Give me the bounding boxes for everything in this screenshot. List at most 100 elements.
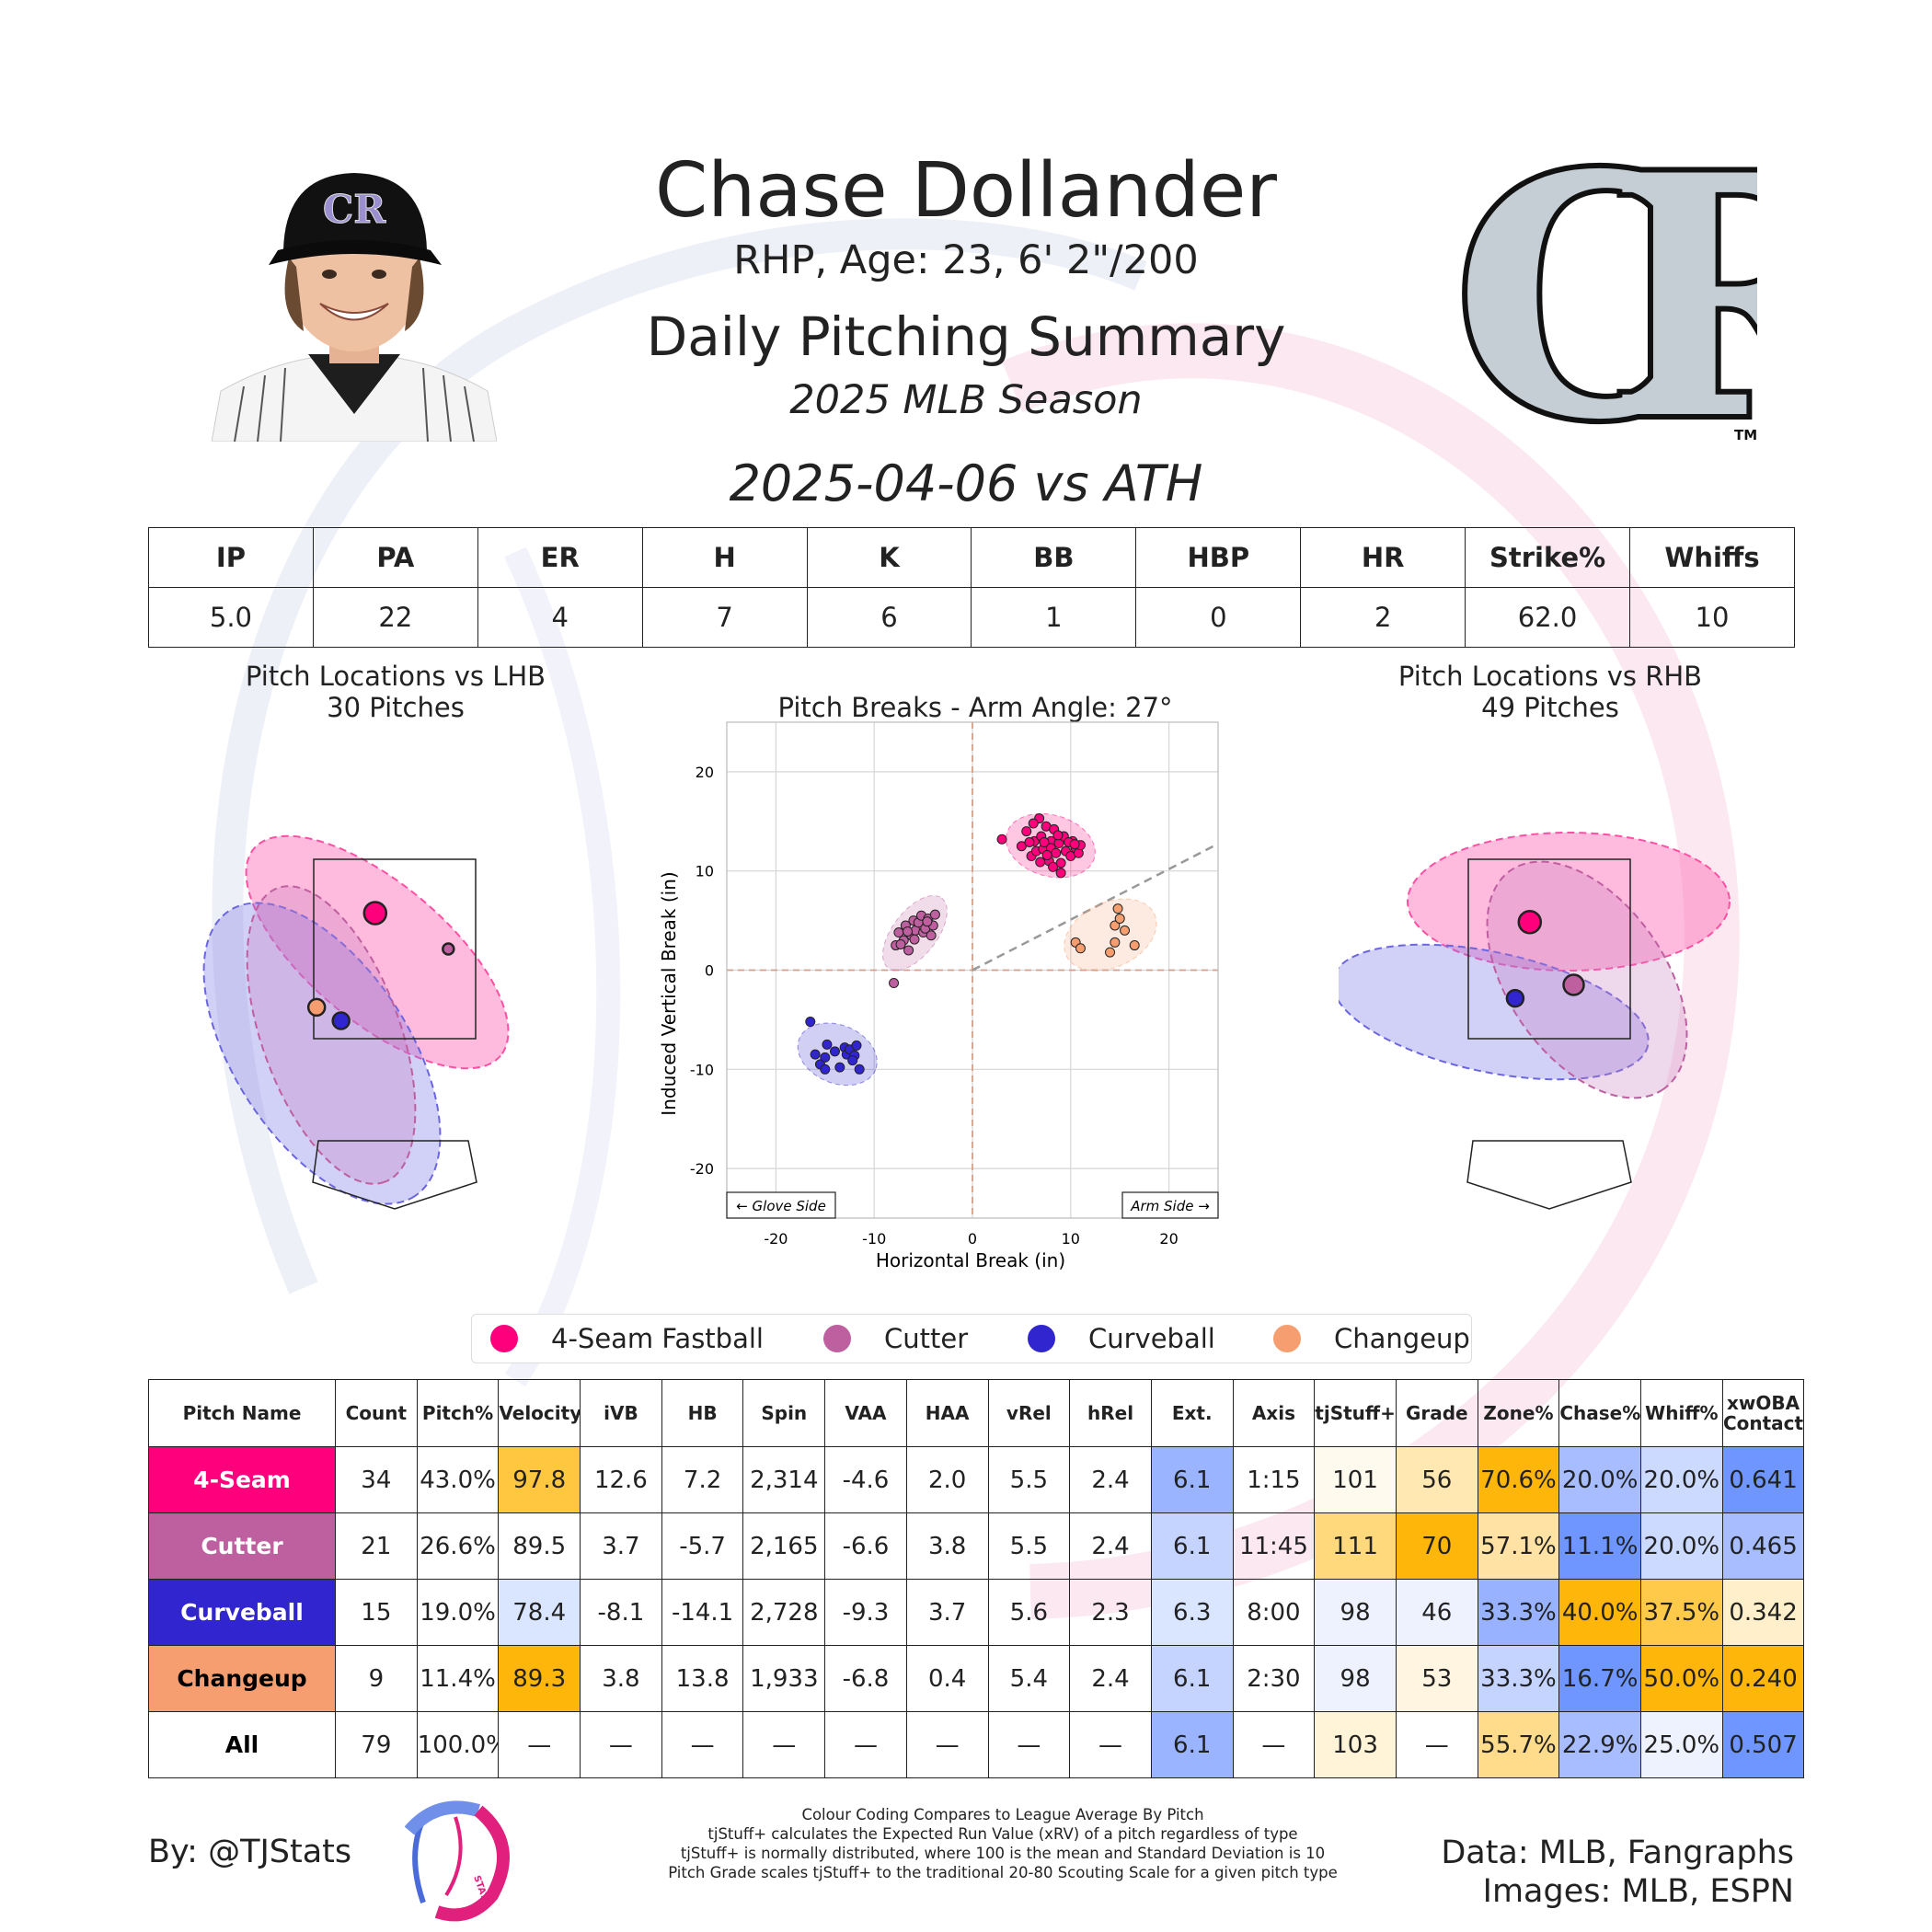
break-point-4-seam-fastball bbox=[996, 834, 1007, 845]
stat-header-hbp: HBP bbox=[1135, 527, 1302, 588]
team-logo: CR TM bbox=[1448, 147, 1757, 451]
footnote-line: Pitch Grade scales tjStuff+ to the tradi… bbox=[668, 1864, 1338, 1881]
metric-cell-grade: 46 bbox=[1395, 1579, 1478, 1646]
metric-cell-vaa: — bbox=[824, 1711, 907, 1778]
legend-item-curveball: Curveball bbox=[1028, 1315, 1215, 1363]
metric-row-all: All79100.0%————————6.1—103—55.7%22.9%25.… bbox=[148, 1711, 1805, 1778]
metric-header-velocity: Velocity bbox=[498, 1379, 581, 1447]
metric-cell-hb: 13.8 bbox=[661, 1645, 744, 1712]
break-point-cutter bbox=[903, 926, 914, 937]
stat-header-hr: HR bbox=[1300, 527, 1466, 588]
rhb-centroid-marks bbox=[1505, 910, 1585, 1008]
metric-cell-vrel: 5.6 bbox=[987, 1579, 1071, 1646]
rhb-title: Pitch Locations vs RHB bbox=[1397, 661, 1703, 692]
metric-cell-vaa: -9.3 bbox=[824, 1579, 907, 1646]
metric-cell-ext: 6.1 bbox=[1150, 1711, 1234, 1778]
metric-cell-pitch: 100.0% bbox=[416, 1711, 500, 1778]
game-stats-table: IP PA ER H K BB HBP HR Strike% Whiffs 5.0 22 4 7 6 1 0 2… bbox=[148, 527, 1795, 648]
metric-cell-ext: 6.1 bbox=[1150, 1645, 1234, 1712]
metric-cell-spin: 2,165 bbox=[742, 1512, 826, 1580]
metric-header-spin: Spin bbox=[742, 1379, 826, 1447]
glove-side-annotation: ← Glove Side bbox=[726, 1191, 836, 1219]
break-x-tick: 0 bbox=[968, 1230, 977, 1248]
lhb-title: Pitch Locations vs LHB bbox=[245, 661, 546, 692]
metric-cell-hb: — bbox=[661, 1711, 744, 1778]
break-point-curveball bbox=[810, 1049, 821, 1060]
game-stats-header-row: IP PA ER H K BB HBP HR Strike% Whiffs bbox=[148, 527, 1795, 588]
tjstats-logo: STATS bbox=[404, 1800, 510, 1922]
break-point-curveball bbox=[854, 1064, 865, 1075]
break-point-curveball bbox=[847, 1055, 858, 1066]
metric-cell-hb: -14.1 bbox=[661, 1579, 744, 1646]
metric-cell-spin: — bbox=[742, 1711, 826, 1778]
stat-value-h: 7 bbox=[641, 587, 808, 648]
metric-cell-zone: 33.3% bbox=[1477, 1579, 1560, 1646]
metric-cell-ext: 6.1 bbox=[1150, 1512, 1234, 1580]
footnote-line: tjStuff+ is normally distributed, where … bbox=[680, 1845, 1326, 1862]
metric-cell-whiff: 25.0% bbox=[1640, 1711, 1723, 1778]
rhb-density-blobs bbox=[1339, 832, 1731, 1099]
break-x-label: Horizontal Break (in) bbox=[876, 1249, 1065, 1271]
metric-header-tjstuff: tjStuff+ bbox=[1314, 1379, 1397, 1447]
metric-cell-ivb: 3.8 bbox=[580, 1645, 662, 1712]
metric-row-changeup: Changeup 9 11.4% 89.3 3.8 13.8 1,933 -6.8 0.4 5.4… bbox=[148, 1645, 1805, 1712]
metric-cell-vrel: 5.5 bbox=[987, 1512, 1071, 1580]
break-y-tick: 0 bbox=[705, 962, 714, 980]
metric-cell-axis: 2:30 bbox=[1232, 1645, 1316, 1712]
game-stats-value-row: 5.0 22 4 7 6 1 0 2 62.0 10 bbox=[148, 587, 1795, 648]
break-point-cutter bbox=[895, 938, 906, 949]
stat-header-pa: PA bbox=[312, 527, 478, 588]
player-name: Chase Dollander bbox=[654, 147, 1278, 235]
game-label: 2025-04-06 vs ATH bbox=[729, 454, 1203, 512]
metric-cell-haa: 3.8 bbox=[905, 1512, 989, 1580]
metric-header-count: Count bbox=[335, 1379, 418, 1447]
metric-cell-hrel: — bbox=[1069, 1711, 1152, 1778]
break-x-tick: 10 bbox=[1062, 1230, 1080, 1248]
metric-cell-chase: 16.7% bbox=[1558, 1645, 1641, 1712]
break-y-tick: 10 bbox=[696, 863, 714, 880]
metric-row-4-seam: 4-Seam 34 43.0% 97.8 12.6 7.2 2,314 -4.6 2.0 5.5 2… bbox=[148, 1446, 1805, 1513]
metric-pitch-name: 4-Seam bbox=[148, 1446, 336, 1513]
metric-header-xwoba-contact: xwOBA Contact bbox=[1721, 1379, 1805, 1447]
lhb-centroid-changeup bbox=[306, 997, 327, 1018]
lhb-centroid-marks bbox=[306, 901, 455, 1030]
metric-pitch-name: Changeup bbox=[148, 1645, 336, 1712]
break-point-cutter bbox=[903, 945, 914, 956]
stat-header-strike: Strike% bbox=[1465, 527, 1631, 588]
break-point-4-seam-fastball bbox=[1055, 857, 1066, 868]
metric-cell-spin: 2,314 bbox=[742, 1446, 826, 1513]
metric-header-grade: Grade bbox=[1395, 1379, 1478, 1447]
footnote-line: Colour Coding Compares to League Average… bbox=[801, 1806, 1204, 1823]
metric-cell-ivb: 12.6 bbox=[580, 1446, 662, 1513]
break-point-cutter bbox=[922, 916, 933, 927]
metric-cell-count: 79 bbox=[335, 1711, 418, 1778]
metric-cell-count: 9 bbox=[335, 1645, 418, 1712]
metric-cell-chase: 20.0% bbox=[1558, 1446, 1641, 1513]
rhb-centroid-cutter bbox=[1562, 973, 1585, 996]
rhb-centroid-4-seam-fastball bbox=[1517, 910, 1543, 935]
break-x-tick: -20 bbox=[764, 1230, 788, 1248]
break-point-4-seam-fastball bbox=[1021, 826, 1032, 837]
break-point-4-seam-fastball bbox=[1016, 841, 1027, 852]
break-axes: -20 -10 0 10 20 -20 -10 0 10 20 bbox=[690, 721, 1219, 1248]
break-point-4-seam-fastball bbox=[1035, 857, 1046, 868]
metric-row-curveball: Curveball 15 19.0% 78.4 -8.1 -14.1 2,728 -9.3 3.… bbox=[148, 1579, 1805, 1646]
legend-label: Changeup bbox=[1334, 1323, 1470, 1354]
break-point-curveball bbox=[829, 1046, 840, 1057]
break-point-changeup bbox=[1075, 943, 1086, 954]
stat-value-pa: 22 bbox=[312, 587, 478, 648]
break-point-cutter bbox=[929, 909, 940, 920]
metric-cell-hrel: 2.4 bbox=[1069, 1446, 1152, 1513]
break-blob-changeup bbox=[1064, 898, 1157, 972]
metric-cell-pitch: 19.0% bbox=[416, 1579, 500, 1646]
source-credits: Data: MLB, Fangraphs Images: MLB, ESPN bbox=[1441, 1834, 1794, 1911]
metric-cell-velocity: 89.3 bbox=[498, 1645, 581, 1712]
metric-cell-axis: 1:15 bbox=[1232, 1446, 1316, 1513]
season-label: 2025 MLB Season bbox=[789, 377, 1143, 423]
metric-cell-ivb: — bbox=[580, 1711, 662, 1778]
metric-cell-axis: 8:00 bbox=[1232, 1579, 1316, 1646]
stat-value-hbp: 0 bbox=[1135, 587, 1302, 648]
metric-header-ext: Ext. bbox=[1150, 1379, 1234, 1447]
metric-cell-vaa: -4.6 bbox=[824, 1446, 907, 1513]
footnotes: Colour Coding Compares to League Average… bbox=[589, 1805, 1417, 1882]
